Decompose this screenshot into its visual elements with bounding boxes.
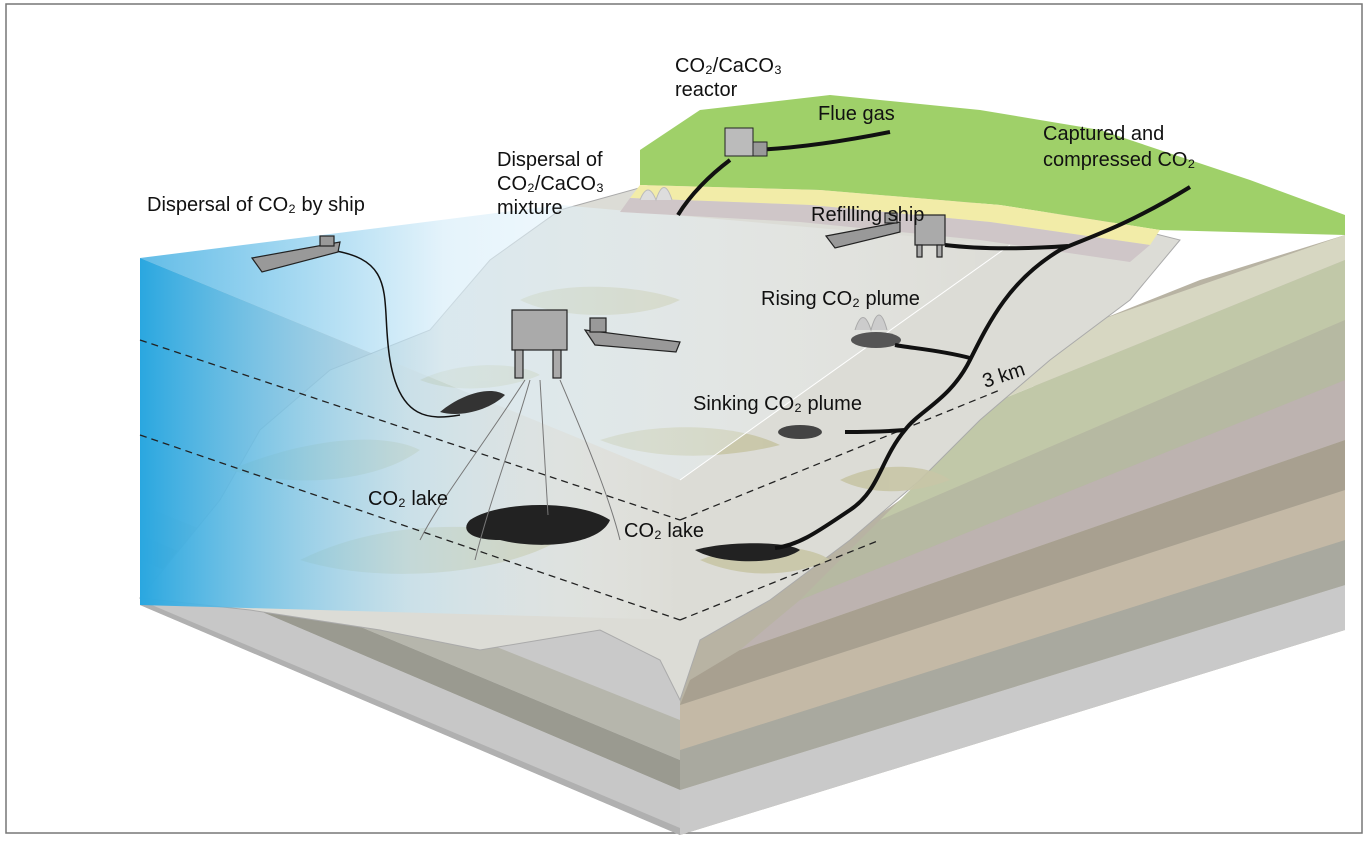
label-line: Dispersal of CO₂ by ship: [147, 194, 365, 216]
label: CO₂ lake: [624, 520, 704, 542]
hose: [329, 249, 461, 418]
label: Refilling ship: [811, 204, 924, 226]
pipelines: [676, 130, 1192, 550]
label-line: Flue gas: [818, 103, 895, 125]
label-line: CO₂ lake: [624, 520, 704, 542]
label: CO₂/CaCO₃ reactor: [675, 55, 782, 101]
reactor: [724, 127, 768, 157]
label-line: reactor: [675, 79, 738, 101]
label: Rising CO₂ plume: [761, 288, 920, 310]
label-line: Captured and: [1043, 123, 1164, 145]
platforms: [511, 214, 946, 379]
water-surface: [140, 205, 1010, 480]
ships: [250, 212, 901, 353]
label: Dispersal of CO₂/CaCO₃ mixture: [497, 149, 604, 219]
label: Dispersal of CO₂ by ship: [147, 194, 365, 216]
labels: CO₂/CaCO₃ reactor Flue gas Captured and co…: [147, 55, 1195, 542]
label-line: CO₂/CaCO₃: [675, 55, 782, 77]
label-line: CO₂/CaCO₃: [497, 173, 604, 195]
edge: [679, 244, 1011, 481]
label-line: Rising CO₂ plume: [761, 288, 920, 310]
label-line: Sinking CO₂ plume: [693, 393, 862, 415]
label-line: compressed CO₂: [1043, 149, 1195, 171]
right-face: [680, 235, 1345, 835]
label: Sinking CO₂ plume: [693, 393, 862, 415]
depth-lines: [139, 339, 1001, 621]
risers: [419, 379, 621, 561]
label-line: Refilling ship: [811, 204, 924, 226]
co2-lakes: [440, 187, 901, 562]
label-line: CO₂ lake: [368, 488, 448, 510]
beach: [630, 185, 1160, 245]
label-line: Dispersal of: [497, 149, 603, 171]
label-line: mixture: [497, 197, 563, 219]
label: Flue gas: [818, 103, 895, 125]
label: CO₂ lake: [368, 488, 448, 510]
label: Captured and compressed CO₂: [1043, 123, 1195, 171]
